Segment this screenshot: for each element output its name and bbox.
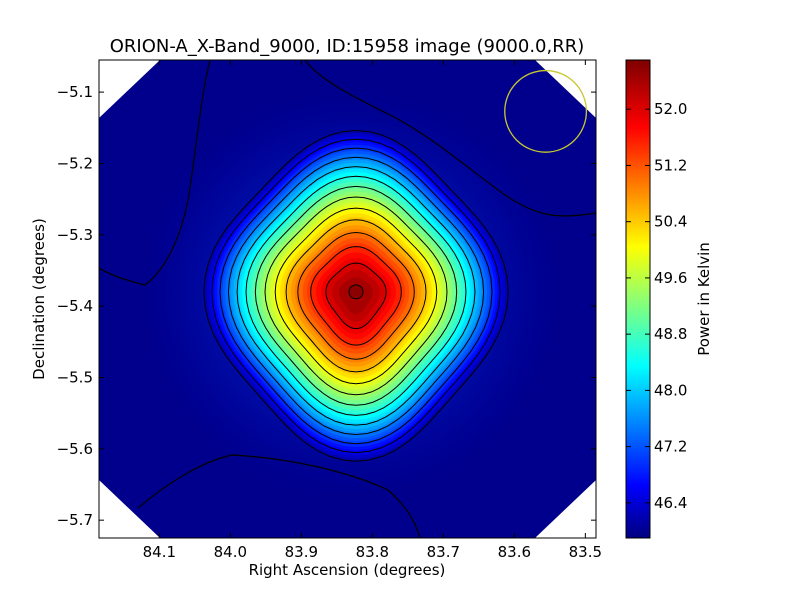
- x-tick-label: 84.0: [214, 543, 247, 561]
- contour-line: [245, 175, 467, 416]
- y-tick-label: −5.6: [57, 440, 93, 458]
- y-tick-label: −5.3: [57, 226, 93, 244]
- source-peak-marker: [348, 284, 364, 300]
- x-axis-label: Right Ascension (degrees): [249, 561, 446, 579]
- colorbar-tick-label: 48.0: [654, 381, 687, 399]
- x-tick-label: 83.5: [569, 543, 602, 561]
- outer-contour-line: [99, 60, 211, 286]
- y-tick-label: −5.2: [57, 154, 93, 172]
- contour-lines: [99, 60, 596, 538]
- contour-line: [325, 262, 387, 330]
- y-axis: −5.1 −5.2 −5.3 −5.4 −5.5 −5.6 −5.7: [57, 83, 596, 529]
- contour-line: [211, 138, 501, 454]
- x-tick-label: 83.7: [427, 543, 460, 561]
- y-tick-label: −5.7: [57, 511, 93, 529]
- contour-line: [274, 207, 438, 385]
- x-tick-label: 83.6: [498, 543, 531, 561]
- contour-line: [236, 166, 476, 426]
- x-tick-label: 83.8: [356, 543, 389, 561]
- x-tick-label: 84.1: [143, 543, 176, 561]
- contour-line: [227, 156, 485, 436]
- x-axis: 84.1 84.0 83.9 83.8 83.7 83.6 83.5: [143, 60, 602, 561]
- colorbar-tick-label: 48.8: [654, 325, 687, 343]
- colorbar-tick-label: 51.2: [654, 156, 687, 174]
- contour-line: [285, 219, 427, 373]
- contour-line: [297, 231, 415, 360]
- x-tick-label: 83.9: [285, 543, 318, 561]
- y-axis-label: Declination (degrees): [30, 218, 48, 380]
- colorbar-gradient: [625, 59, 651, 539]
- colorbar-tick-label: 49.6: [654, 269, 687, 287]
- y-tick-label: −5.1: [57, 83, 93, 101]
- plot-area: [98, 59, 597, 539]
- colorbar: 52.0 51.2 50.4 49.6 48.8 48.0 47.2 46.4 Power i…: [625, 59, 713, 539]
- outer-contour-line: [137, 454, 421, 538]
- contour-line: [310, 246, 402, 346]
- plot-frame: [98, 59, 597, 539]
- outer-contour-line: [304, 60, 596, 217]
- colorbar-tick-label: 50.4: [654, 213, 687, 231]
- contour-line: [203, 129, 509, 462]
- y-tick-label: −5.5: [57, 368, 93, 386]
- colorbar-tick-label: 46.4: [654, 494, 687, 512]
- contour-line: [254, 185, 458, 406]
- colorbar-label: Power in Kelvin: [695, 242, 713, 356]
- colorbar-tick-label: 52.0: [654, 100, 687, 118]
- contour-line: [264, 196, 448, 396]
- beam-circle: [504, 69, 588, 153]
- colorbar-ticks: 52.0 51.2 50.4 49.6 48.8 48.0 47.2 46.4: [626, 100, 687, 512]
- colorbar-tick-label: 47.2: [654, 438, 687, 456]
- y-tick-label: −5.4: [57, 297, 93, 315]
- contour-line: [219, 147, 493, 445]
- chart-title: ORION-A_X-Band_9000, ID:15958 image (900…: [110, 36, 585, 57]
